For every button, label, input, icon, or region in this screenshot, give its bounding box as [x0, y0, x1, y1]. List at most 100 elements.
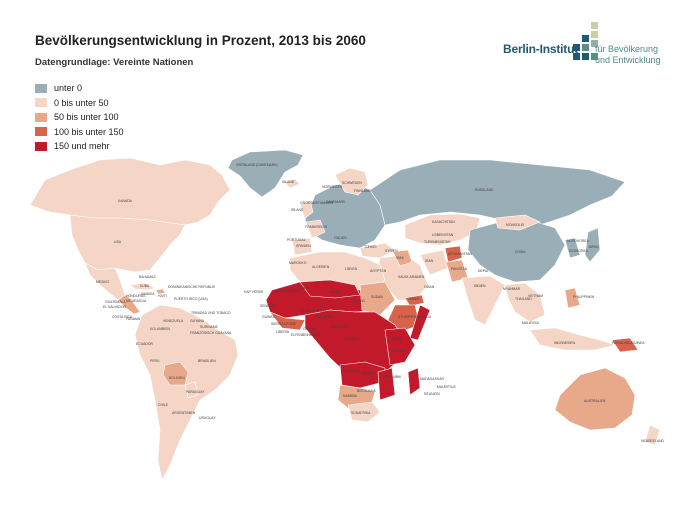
map-label: HONDURAS: [126, 294, 146, 298]
legend-item: 100 bis unter 150: [35, 125, 124, 139]
map-label: NORDKOREA: [567, 239, 590, 243]
map-label: CHINA: [515, 250, 526, 254]
region-mali-niger-dark: [299, 279, 361, 299]
map-label: SAMBIA: [362, 371, 376, 375]
map-label: PHILIPPINEN: [573, 295, 595, 299]
map-label: GUYANA: [190, 319, 205, 323]
region-paraguay: [184, 381, 199, 399]
map-label: KASACHSTAN: [432, 220, 455, 224]
map-label: KOLUMBIEN: [150, 327, 171, 331]
map-label: KAP VERDE: [244, 290, 264, 294]
map-label: DÄNEMARK: [326, 200, 346, 204]
legend: unter 0 0 bis unter 50 50 bis unter 100 …: [35, 81, 124, 154]
region-greenland: [227, 149, 304, 198]
map-label: ARGENTINIEN: [172, 411, 196, 415]
region-madagascar: [407, 367, 421, 396]
region-philippines: [564, 287, 581, 309]
map-label: MALAYSIA: [522, 321, 539, 325]
map-label: PORTUGAL: [287, 238, 306, 242]
legend-item: unter 0: [35, 81, 124, 95]
map-label: MAURITIUS: [437, 385, 456, 389]
map-label: ELFENBEINKÜSTE: [291, 333, 322, 337]
map-label: RUSSLAND: [475, 188, 494, 192]
map-label: PAPUA-NEUGUINEA: [612, 341, 645, 345]
region-india: [461, 275, 506, 326]
region-canada: [29, 157, 231, 226]
map-label: EL SALVADOR: [103, 305, 126, 309]
map-label: MADAGASKAR: [420, 377, 444, 381]
map-label: BURKINA FASO: [301, 309, 326, 313]
map-subtitle: Datengrundlage: Vereinte Nationen: [35, 57, 194, 68]
region-sudan: [359, 281, 396, 316]
map-label: NAMIBIA: [343, 394, 358, 398]
map-label: LIBYEN: [345, 267, 358, 271]
map-label: FRANKREICH: [305, 225, 328, 229]
map-label: JEMEN: [408, 297, 420, 301]
map-label: SOMALIA: [416, 315, 432, 319]
map-label: MOSAMBIK: [383, 375, 402, 379]
map-label: LIBERIA: [276, 330, 290, 334]
map-label: MALI: [300, 286, 308, 290]
region-australia: [554, 367, 636, 431]
region-kenya-tanzania: [384, 327, 416, 366]
map-label: SUDAN: [371, 295, 383, 299]
region-japan: [584, 227, 601, 263]
region-newzealand: [644, 424, 661, 446]
map-label: ALGERIEN: [312, 265, 330, 269]
map-label: MYANMAR: [503, 287, 521, 291]
region-iceland: [283, 178, 301, 189]
legend-swatch: [35, 83, 47, 93]
map-title: Bevölkerungsentwicklung in Prozent, 2013…: [35, 33, 366, 48]
map-label: HAITI: [158, 294, 167, 298]
region-caribbean: [129, 282, 156, 291]
map-label: NORWEGEN: [322, 185, 343, 189]
legend-item: 150 und mehr: [35, 139, 124, 153]
region-iberia: [291, 237, 313, 256]
region-scandinavia: [334, 167, 369, 196]
map-label: INDONESIEN: [554, 341, 576, 345]
map-label: JAMAIKA: [140, 292, 155, 296]
map-label: URUGUAY: [199, 416, 216, 420]
region-south-africa: [347, 401, 381, 423]
map-label: RÉUNION: [424, 391, 440, 396]
legend-swatch: [35, 98, 47, 107]
map-label: KAMERUN: [330, 325, 348, 329]
map-label: USA: [114, 240, 122, 244]
map-label: MAROKKO: [289, 261, 307, 265]
map-label: KANADA: [118, 199, 133, 203]
region-west-coast: [269, 311, 306, 331]
map-label: TURKMENISTAN: [424, 240, 451, 244]
map-label: ISLAND: [282, 180, 295, 184]
region-haiti: [155, 288, 166, 295]
map-label: TANSANIA: [390, 349, 407, 353]
map-label: SAUDI-ARABIEN: [398, 275, 425, 279]
map-label: AUSTRALIEN: [584, 399, 606, 403]
map-label: FRANZÖSISCH GUAYANA: [190, 331, 232, 335]
map-label: NIGER: [330, 290, 341, 294]
map-label: FINNLAND: [354, 189, 372, 193]
map-label: INDIEN: [474, 284, 486, 288]
map-label: ITALIEN: [334, 236, 347, 240]
region-indonesia: [529, 327, 616, 351]
region-turkey: [359, 242, 396, 259]
map-label: GRÖNLAND (DÄNEMARK): [236, 163, 278, 167]
map-label: IRAN: [425, 259, 434, 263]
map-label: PUERTO RICO (USA): [174, 297, 208, 301]
map-label: VENEZUELA: [163, 319, 184, 323]
map-label: THAILAND: [515, 297, 532, 301]
logo-name: Berlin-Institut: [503, 42, 578, 56]
map-label: KONGO: [345, 337, 358, 341]
region-ethiopia: [387, 304, 421, 333]
map-label: ÄGYPTEN: [370, 269, 387, 273]
map-label: MAURETANIEN: [275, 289, 300, 293]
map-label: DOMINIKANISCHE REPUBLIK: [168, 285, 216, 289]
region-mozambique: [377, 367, 396, 401]
map-label: NIGERIA: [318, 315, 333, 319]
map-label: SÜDAFRIKA: [351, 411, 371, 415]
map-label: BRASILIEN: [198, 359, 216, 363]
map-label: ÄTHIOPIEN: [398, 315, 417, 319]
map-label: CHILE: [158, 403, 169, 407]
map-label: BOTSUANA: [357, 389, 376, 393]
region-france: [305, 219, 326, 239]
